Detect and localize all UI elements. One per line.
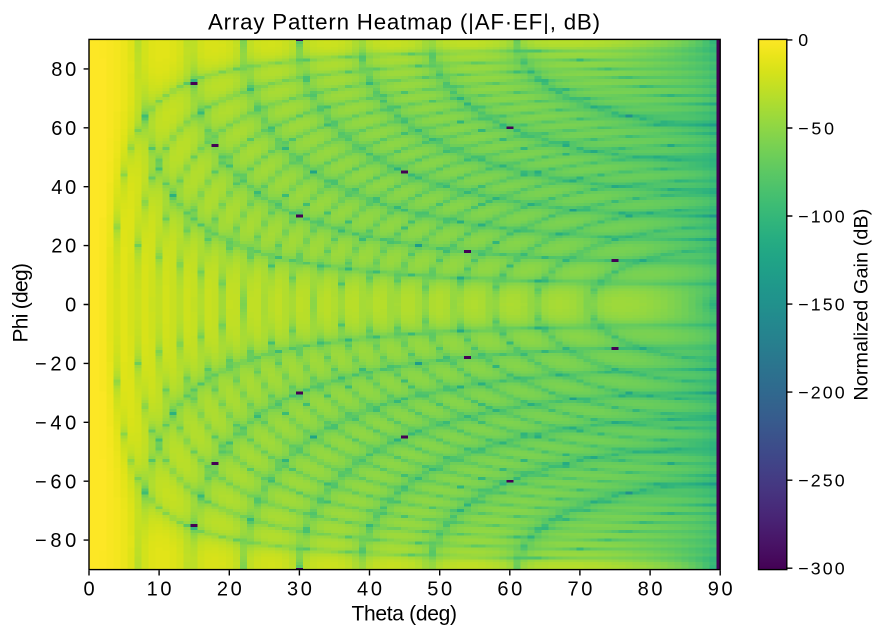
svg-text:0: 0 [83, 579, 94, 601]
svg-text:60: 60 [497, 579, 522, 601]
svg-text:Phi (deg): Phi (deg) [10, 263, 33, 343]
svg-text:Normalized Gain (dB): Normalized Gain (dB) [851, 209, 873, 401]
svg-text:Array Pattern Heatmap (|AF·EF|: Array Pattern Heatmap (|AF·EF|, dB) [208, 9, 600, 34]
svg-text:−100: −100 [798, 206, 845, 226]
svg-text:−40: −40 [35, 412, 76, 434]
svg-text:−150: −150 [798, 294, 845, 314]
svg-text:−20: −20 [35, 354, 76, 376]
svg-text:80: 80 [638, 579, 663, 601]
svg-text:−60: −60 [35, 471, 76, 493]
svg-text:30: 30 [287, 579, 312, 601]
svg-text:10: 10 [147, 579, 172, 601]
svg-text:−200: −200 [798, 382, 845, 402]
svg-text:80: 80 [51, 59, 76, 81]
svg-text:−250: −250 [798, 471, 845, 491]
svg-text:70: 70 [567, 579, 592, 601]
svg-text:40: 40 [357, 579, 382, 601]
svg-text:60: 60 [51, 118, 76, 140]
svg-text:50: 50 [427, 579, 452, 601]
svg-text:−50: −50 [798, 118, 834, 138]
svg-text:90: 90 [708, 579, 733, 601]
svg-text:0: 0 [65, 295, 76, 317]
svg-text:20: 20 [217, 579, 242, 601]
svg-text:−80: −80 [35, 530, 76, 552]
svg-text:40: 40 [51, 177, 76, 199]
svg-text:−300: −300 [798, 559, 845, 579]
svg-text:Theta (deg): Theta (deg) [351, 602, 457, 625]
svg-text:20: 20 [51, 236, 76, 258]
svg-text:0: 0 [798, 30, 808, 50]
